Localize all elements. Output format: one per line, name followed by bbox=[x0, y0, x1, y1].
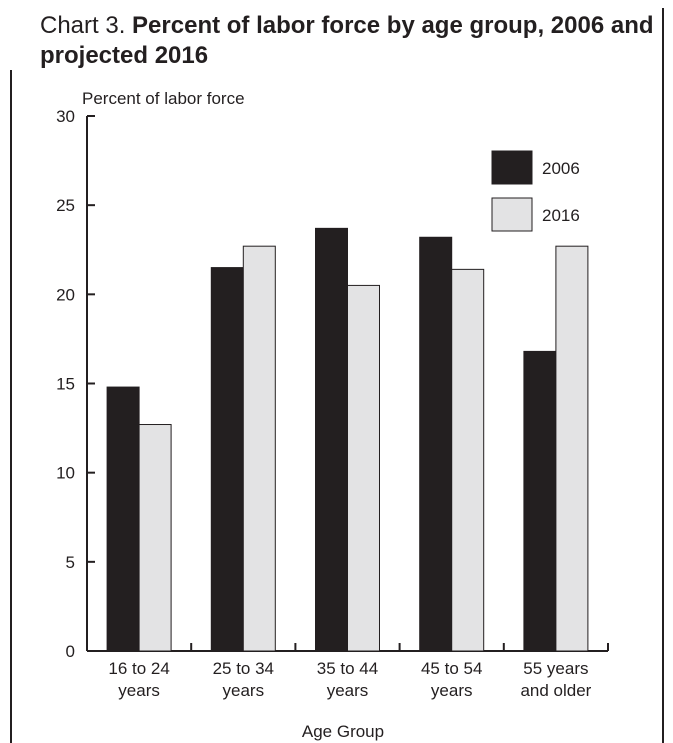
bar-2016-2 bbox=[347, 284, 380, 652]
y-tick-label: 15 bbox=[56, 375, 75, 394]
bar-2016-3 bbox=[451, 268, 485, 652]
bar-2016-0 bbox=[138, 424, 172, 652]
bar-2006-0 bbox=[106, 386, 140, 652]
chart-title-prefix: Chart 3. bbox=[40, 12, 126, 39]
y-tick-label: 20 bbox=[56, 285, 75, 304]
bar-2016-1 bbox=[242, 245, 276, 652]
x-tick-label: 35 to 44 bbox=[317, 659, 378, 678]
x-tick-label: 55 years bbox=[523, 659, 588, 678]
legend: 2006 2016 bbox=[491, 150, 580, 232]
y-tick-label: 30 bbox=[56, 107, 75, 126]
legend-label-2016: 2016 bbox=[542, 206, 580, 225]
x-tick-label: and older bbox=[520, 681, 591, 700]
y-tick-label: 25 bbox=[56, 196, 75, 215]
x-tick-label: years bbox=[223, 681, 265, 700]
bar-2006-2 bbox=[315, 227, 348, 652]
chart-title-text: Percent of labor force by age group, 200… bbox=[40, 12, 654, 69]
x-tick-label: 25 to 34 bbox=[213, 659, 274, 678]
bar-2006-1 bbox=[210, 267, 244, 652]
x-tick-label: 45 to 54 bbox=[421, 659, 482, 678]
y-tick-label: 5 bbox=[66, 553, 75, 572]
chart-title: Chart 3. Percent of labor force by age g… bbox=[40, 11, 660, 71]
y-axis: 0 5 10 15 20 25 30 bbox=[56, 107, 95, 661]
x-axis: 16 to 24 years 25 to 34 years 35 to 44 years 4… bbox=[86, 643, 609, 700]
bar-2006-4 bbox=[523, 350, 557, 652]
x-axis-title: Age Group bbox=[302, 722, 384, 741]
bar-2006-3 bbox=[419, 236, 453, 652]
x-tick-label: years bbox=[431, 681, 473, 700]
bar-2016-4 bbox=[555, 245, 589, 652]
x-tick-label: years bbox=[118, 681, 160, 700]
legend-swatch-2006 bbox=[491, 150, 533, 185]
y-axis-title: Percent of labor force bbox=[82, 89, 245, 108]
x-tick-label: 16 to 24 bbox=[108, 659, 169, 678]
legend-label-2006: 2006 bbox=[542, 159, 580, 178]
legend-swatch-2016 bbox=[491, 197, 533, 232]
y-tick-label: 0 bbox=[66, 642, 75, 661]
y-tick-label: 10 bbox=[56, 464, 75, 483]
x-tick-label: years bbox=[327, 681, 369, 700]
bars bbox=[106, 227, 589, 652]
